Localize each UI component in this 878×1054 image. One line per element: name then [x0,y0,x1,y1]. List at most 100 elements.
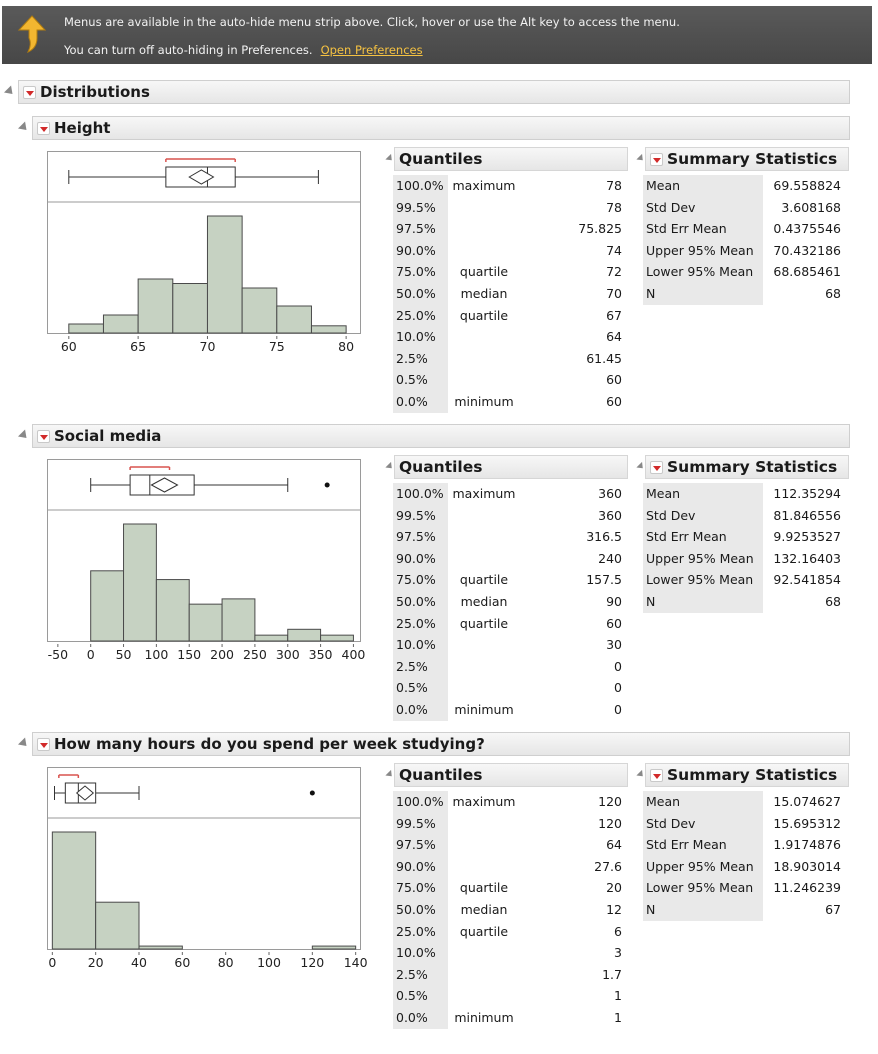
variable-title: Height [54,119,111,137]
quantiles-panel: Quantiles [380,763,630,789]
open-preferences-link[interactable]: Open Preferences [320,43,423,57]
table-row: 90.0% 27.6 [393,855,626,878]
quantile-percent: 0.5% [393,369,448,391]
x-tick-label: 60 [61,339,77,354]
stat-value: 132.16403 [773,550,841,566]
quantile-value: 90 [606,593,622,609]
variable-disclosure-icon[interactable] [17,429,31,442]
quantile-percent: 75.0% [393,877,448,899]
histogram-bar [254,634,289,642]
quantile-percent: 50.0% [393,590,448,613]
summary-header: Summary Statistics [636,763,849,787]
table-row: 50.0% median 12 [393,898,626,921]
x-tick-label: 20 [88,955,104,970]
banner-message: Menus are available in the auto-hide men… [64,15,680,29]
quantile-percent: 10.0% [393,942,448,964]
quantile-name [448,964,518,986]
quantile-value: 20 [606,880,622,896]
distributions-header: Distributions [18,80,850,104]
variable-header: Height [32,116,850,140]
quantile-value: 0 [614,658,622,674]
red-triangle-menu-icon[interactable] [23,85,36,99]
table-row: N 68 [643,590,843,613]
variable-title: Social media [54,427,162,445]
quantile-name: minimum [454,701,514,717]
red-triangle-menu-icon[interactable] [650,768,663,782]
quantile-percent: 10.0% [393,326,448,348]
red-triangle-menu-icon[interactable] [650,152,663,166]
table-row: 25.0% quartile 60 [393,612,626,635]
histogram-bar [172,283,208,334]
table-row: 99.5% 120 [393,812,626,835]
stat-value: 3.608168 [781,199,841,215]
table-row: Mean 112.35294 [643,483,843,505]
distributions-disclosure-icon[interactable] [3,85,17,98]
stat-value: 67 [825,901,841,917]
quantile-name [448,985,518,1007]
quantile-name [448,856,518,878]
table-row: 90.0% 240 [393,547,626,570]
stat-label: Mean [643,175,763,197]
red-triangle-menu-icon[interactable] [650,460,663,474]
x-axis: 0 20 40 60 80 100 120 140 [48,952,368,970]
quantile-value: 240 [598,550,622,566]
quantile-value: 12 [606,901,622,917]
summary-disclosure-icon[interactable] [636,769,646,780]
quantile-name: median [460,901,508,917]
quantile-value: 120 [598,815,622,831]
variable-disclosure-icon[interactable] [17,121,31,134]
table-row: 75.0% quartile 72 [393,261,626,283]
quantile-name [448,240,518,262]
quantiles-title: Quantiles [399,150,483,168]
quantiles-disclosure-icon[interactable] [385,769,395,780]
histogram-bar [155,579,190,642]
quantile-percent: 0.0% [393,1006,448,1029]
x-axis: -50 0 50 100 150 200 250 300 350 400 [48,644,365,662]
table-row: 0.0% minimum 60 [393,390,626,413]
quantile-value: 72 [606,264,622,280]
table-row: Upper 95% Mean 18.903014 [643,855,843,878]
table-row: 99.5% 360 [393,504,626,527]
summary-table: Mean 112.35294 Std Dev 81.846556 Std Err Mea… [643,483,843,613]
auto-hide-menu-banner: Menus are available in the auto-hide men… [2,6,872,64]
quantile-name: minimum [454,1009,514,1025]
summary-disclosure-icon[interactable] [636,153,646,164]
quantile-percent: 90.0% [393,547,448,570]
quantile-value: 64 [606,329,622,345]
quantile-percent: 25.0% [393,920,448,943]
red-triangle-menu-icon[interactable] [37,429,50,443]
histogram-bar [102,314,139,334]
quantile-percent: 75.0% [393,569,448,591]
table-row: 90.0% 74 [393,239,626,262]
variable-title: How many hours do you spend per week stu… [54,735,485,753]
histogram-bar [287,628,322,642]
summary-title: Summary Statistics [667,150,838,168]
variable-header: How many hours do you spend per week stu… [32,732,850,756]
red-triangle-menu-icon[interactable] [37,121,50,135]
quantiles-disclosure-icon[interactable] [385,153,395,164]
table-row: 25.0% quartile 6 [393,920,626,943]
stat-label: Upper 95% Mean [643,855,763,878]
histogram-bar [138,945,183,950]
variable-disclosure-icon[interactable] [17,737,31,750]
quantile-value: 360 [598,486,622,501]
histogram-bar [206,215,243,334]
quantile-name [448,834,518,856]
quantiles-disclosure-icon[interactable] [385,461,395,472]
quantile-name [448,197,518,219]
quantile-percent: 2.5% [393,655,448,678]
table-row: 10.0% 30 [393,634,626,656]
quantile-name [448,326,518,348]
stat-label: Std Dev [643,196,763,219]
quantiles-title: Quantiles [399,458,483,476]
summary-disclosure-icon[interactable] [636,461,646,472]
mean-diamond [188,169,215,185]
histogram-bar [68,323,104,334]
table-row: Std Err Mean 9.9253527 [643,526,843,548]
stat-value: 11.246239 [773,880,841,896]
table-row: Std Dev 3.608168 [643,196,843,219]
quantile-name [448,526,518,548]
stat-label: Lower 95% Mean [643,261,763,283]
red-triangle-menu-icon[interactable] [37,737,50,751]
quantile-name [448,942,518,964]
